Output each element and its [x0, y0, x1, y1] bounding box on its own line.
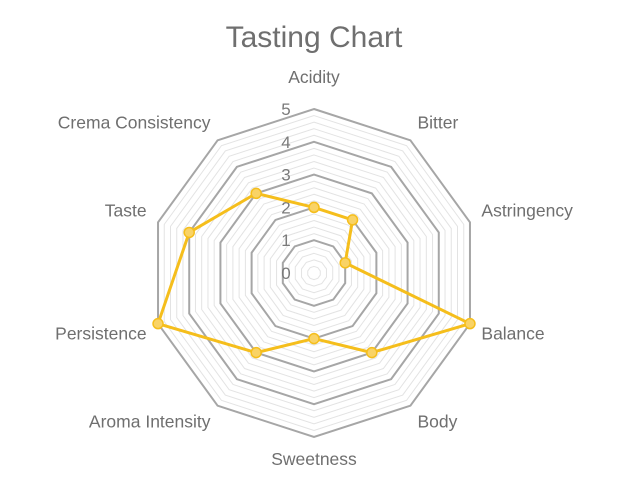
data-point-persistence [152, 317, 164, 330]
series-layer [152, 187, 476, 359]
minor-grid-ring [182, 134, 446, 412]
data-point-aroma-intensity [250, 346, 262, 359]
minor-grid-ring [213, 167, 415, 379]
minor-grid-ring [263, 219, 365, 327]
tick-label-3: 3 [281, 166, 290, 185]
tick-label-0: 0 [281, 264, 290, 283]
minor-grid-ring [288, 246, 340, 300]
major-grid-ring [219, 173, 409, 373]
axis-label-taste: Taste [105, 201, 147, 221]
minor-grid-ring [307, 265, 321, 281]
axis-label-bitter: Bitter [418, 113, 459, 133]
minor-grid-ring [238, 193, 390, 353]
series-line [156, 191, 472, 355]
data-point-astringency [339, 257, 351, 269]
category-labels: Acidity Bitter Astringency Balance Body Sweet… [55, 67, 573, 469]
minor-grid-ring [176, 128, 452, 418]
axis-label-acidity: Acidity [288, 67, 340, 87]
minor-grid-ring [201, 154, 427, 392]
data-point-sweetness [308, 332, 320, 345]
minor-grid-ring [163, 115, 465, 431]
axis-label-sweetness: Sweetness [271, 449, 357, 469]
tick-labels: 0 1 2 3 4 5 [281, 100, 290, 283]
axis-label-persistence: Persistence [55, 323, 146, 343]
major-grid-ring [281, 239, 347, 307]
minor-grid-ring [232, 187, 396, 359]
tick-label-1: 1 [281, 231, 290, 250]
minor-grid-ring [170, 121, 458, 425]
major-grid [157, 107, 471, 439]
major-grid-ring [157, 107, 471, 439]
data-point-bitter [346, 214, 359, 226]
data-point-body [366, 346, 378, 359]
minor-grid-ring [226, 180, 402, 366]
minor-grid [163, 115, 465, 431]
tick-label-4: 4 [281, 133, 290, 152]
minor-grid-ring [244, 200, 384, 346]
axis-label-body: Body [418, 411, 458, 431]
minor-grid-ring [194, 147, 434, 399]
data-point-crema-consistency [250, 187, 262, 200]
chart-title: Tasting Chart [226, 21, 403, 54]
data-point-acidity [308, 201, 320, 214]
minor-grid-ring [257, 213, 371, 333]
data-point-taste [183, 226, 195, 239]
minor-grid-ring [294, 252, 334, 294]
axis-label-balance: Balance [481, 323, 544, 343]
axis-label-crema-consistency: Crema Consistency [58, 113, 211, 133]
minor-grid-ring [207, 160, 421, 386]
tick-label-2: 2 [281, 198, 290, 217]
axis-label-astringency: Astringency [481, 201, 573, 221]
tick-label-5: 5 [281, 100, 290, 119]
axis-label-aroma-intensity: Aroma Intensity [89, 411, 211, 431]
major-grid-ring [188, 140, 440, 406]
data-point-balance [464, 317, 476, 330]
minor-grid-ring [301, 259, 327, 287]
minor-grid-ring [269, 226, 359, 320]
